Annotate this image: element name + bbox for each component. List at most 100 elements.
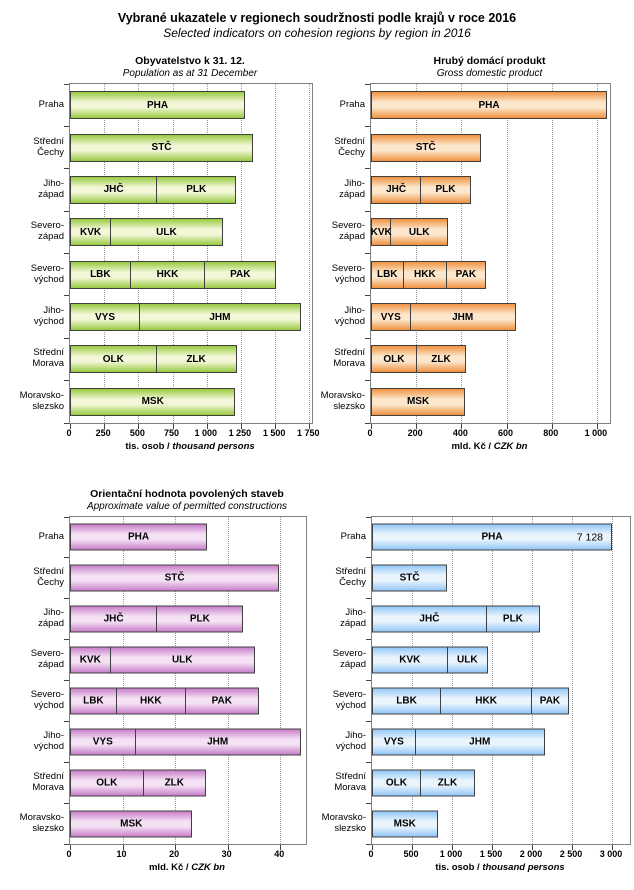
bar-segment: STČ: [71, 135, 252, 161]
bar-row: OLK ZLK: [70, 762, 306, 803]
bar-segment-label: PAK: [455, 269, 477, 281]
chart-panel-constructions: Orientační hodnota povolených staveb App…: [6, 488, 307, 873]
stacked-bar: JHČ PLK: [371, 175, 471, 204]
bar-segment: MSK: [71, 389, 234, 415]
chart-title: Orientační hodnota povolených staveb: [90, 488, 284, 500]
x-tick-label: 1 000: [194, 428, 217, 438]
x-tick-label: 0: [367, 428, 373, 438]
bar-row: STČ: [371, 126, 610, 168]
plot-area: PHA STČ JHČ PLK KVK ULK LBK HKK PAK VYS JHM OLK ZLK M…: [365, 83, 611, 429]
gridline: [138, 84, 140, 423]
bar-segment-label: ULK: [171, 654, 193, 666]
category-label: Střední Morava: [333, 347, 365, 370]
chart-title: Hrubý domácí produkt: [433, 55, 546, 67]
bar-segment: KVK: [71, 219, 112, 246]
bar-segment: JHM: [136, 729, 300, 754]
bar-segment: PAK: [186, 688, 258, 713]
category-label: Moravsko-slezsko: [19, 389, 64, 412]
y-tick-mark: [64, 639, 69, 641]
bar-segment-label: JHČ: [103, 613, 124, 625]
bar-segment: ULK: [111, 648, 254, 673]
bar-row: PHA: [70, 84, 312, 126]
x-axis-label: tis. osob / thousand persons: [69, 441, 311, 452]
bar-value-label: 7 128: [576, 531, 603, 544]
bar-segment: LBK: [373, 688, 442, 714]
bar-segment-label: MSK: [141, 396, 164, 408]
category-label: Střední Morava: [334, 770, 366, 793]
x-tick-label: 250: [95, 428, 111, 438]
bar-segment: STČ: [71, 566, 278, 591]
x-tick-mark: [371, 424, 372, 429]
bar-segment-label: OLK: [102, 353, 124, 365]
x-tick-label: 20: [169, 849, 180, 859]
stacked-bar: VYS JHM: [70, 728, 301, 756]
chart-subtitle: Approximate value of permitted construct…: [86, 501, 288, 512]
bar-segment: VYS: [373, 729, 416, 755]
gridline: [206, 84, 208, 423]
gridline: [240, 84, 242, 423]
bar-segment: PLK: [421, 177, 470, 203]
bar-segment: JHM: [411, 304, 515, 330]
y-tick-mark: [64, 253, 69, 254]
bar-segment-label: ULK: [156, 226, 177, 238]
bar-segment: PLK: [157, 177, 235, 203]
y-tick-mark: [64, 680, 69, 681]
x-tick-mark: [572, 845, 573, 850]
x-tick-label: 500: [129, 428, 145, 438]
bar-row: LBK HKK PAK: [70, 254, 312, 296]
bar-segment-label: ZLK: [186, 353, 206, 365]
x-tick-mark: [70, 845, 71, 850]
bar-row: VYS JHM: [70, 721, 306, 762]
x-axis-label: mld. Kč / CZK bn: [370, 441, 609, 452]
bar-row: VYS JHM: [70, 296, 312, 338]
y-tick-mark: [64, 761, 69, 763]
x-tick-label: 1 000: [584, 428, 608, 438]
x-tick-label: 40: [274, 849, 285, 859]
chart-panel-population: Obyvatelstvo k 31. 12. Population as at …: [6, 55, 320, 452]
x-tick-mark: [372, 845, 373, 850]
bar-segment-label: PHA: [147, 99, 169, 111]
y-tick-mark: [64, 295, 69, 297]
stacked-bar: MSK: [372, 810, 438, 838]
stacked-bar: OLK ZLK: [70, 769, 207, 797]
bar-segment-label: HKK: [156, 269, 179, 281]
y-tick-mark: [366, 639, 371, 641]
stacked-bar: LBK HKK PAK: [372, 687, 569, 715]
gridline: [532, 517, 533, 844]
chart-subtitle: Population as at 31 December: [122, 68, 258, 79]
bar-row: JHČ PLK: [372, 599, 630, 640]
bar-row: KVK ULK: [70, 640, 306, 681]
bar-segment: KVK: [373, 647, 448, 673]
bar-segment-label: JHM: [209, 311, 231, 323]
bar-segment: PHA: [372, 92, 606, 118]
stacked-bar: KVK ULK: [70, 218, 223, 247]
category-label: Praha: [38, 530, 64, 542]
bar-segment-label: OLK: [383, 353, 405, 365]
bar-segment: OLK: [71, 770, 144, 796]
x-tick-label: 500: [403, 849, 419, 859]
category-label: Jiho-západ: [38, 607, 64, 630]
x-tick-label: 200: [407, 428, 423, 438]
bar-segment-label: HKK: [475, 695, 497, 707]
y-tick-mark: [365, 83, 370, 85]
category-label: Severo-východ: [331, 262, 365, 285]
plot-area: PHA STČ JHČ PLK KVK ULK LBK HKK PAK VYS JHM OLK ZLK M…: [64, 516, 307, 850]
x-tick-label: 800: [543, 428, 559, 438]
x-tick-mark: [492, 845, 493, 850]
bar-row: PHA: [371, 84, 610, 126]
bar-row: MSK: [372, 803, 630, 844]
gridline: [492, 517, 493, 844]
gridline: [175, 517, 177, 844]
x-tick-mark: [596, 424, 598, 429]
gridline: [612, 517, 613, 844]
bar-segment: JHM: [140, 304, 300, 330]
bar-segment: PHA: [71, 92, 244, 118]
category-axis: Praha Střední Čechy Jiho-západ Severo-západ S…: [6, 83, 69, 422]
stacked-bar: KVK ULK: [371, 218, 449, 247]
category-label: Jiho-západ: [340, 607, 366, 630]
x-tick-mark: [275, 424, 277, 429]
x-tick-mark: [240, 424, 242, 429]
y-tick-mark: [366, 802, 371, 804]
bar-segment-label: LBK: [90, 269, 111, 281]
stacked-bar: STČ: [372, 564, 448, 592]
